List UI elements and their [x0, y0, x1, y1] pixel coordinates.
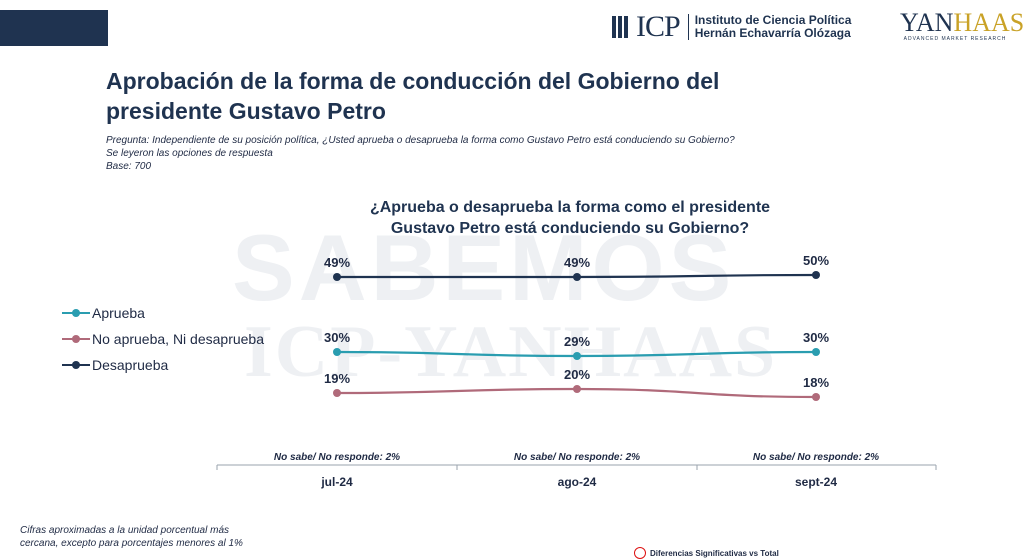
data-point-desaprueba-0 [333, 273, 341, 281]
page-title-line1: Aprobación de la forma de conducción del… [106, 68, 720, 94]
icp-name-line2: Hernán Echavarría Olózaga [694, 26, 851, 40]
data-point-aprueba-1 [573, 352, 581, 360]
significance-note: Diferencias Significativas vs Total [634, 547, 779, 559]
legend-swatch [62, 359, 90, 371]
yanhaas-mark-a: YAN [900, 8, 954, 37]
footnote: Cifras aproximadas a la unidad porcentua… [20, 524, 320, 550]
no-response-label: No sabe/ No responde: 2% [274, 452, 400, 463]
data-label-desaprueba-0: 49% [324, 255, 350, 270]
footnote-line2: cercana, excepto para porcentajes menore… [20, 538, 243, 549]
question-line3: Base: 700 [106, 161, 152, 172]
icp-mark: ICP [636, 10, 681, 43]
data-label-aprueba-0: 30% [324, 330, 350, 345]
significance-label: Diferencias Significativas vs Total [650, 548, 779, 558]
question-text: Pregunta: Independiente de su posición p… [106, 134, 735, 173]
data-point-neutral-2 [812, 393, 820, 401]
legend-item-neutral: No aprueba, Ni desaprueba [62, 326, 264, 352]
chart-legend: Aprueba No aprueba, Ni desaprueba Desaprue… [62, 300, 264, 378]
legend-label: Aprueba [92, 305, 145, 321]
data-label-neutral-1: 20% [564, 367, 590, 382]
yanhaas-logo: YANHAAS ADVANCED MARKET RESEARCH [900, 8, 1024, 42]
data-label-desaprueba-2: 50% [803, 253, 829, 268]
footnote-line1: Cifras aproximadas a la unidad porcentua… [20, 525, 229, 536]
x-tick-label: ago-24 [558, 475, 597, 489]
data-label-aprueba-1: 29% [564, 334, 590, 349]
data-label-desaprueba-1: 49% [564, 255, 590, 270]
question-line2: Se leyeron las opciones de respuesta [106, 148, 273, 159]
watermark-line1: SABEMOS [232, 215, 736, 320]
yanhaas-mark-b: HAAS [953, 8, 1024, 37]
icp-logo: ICP Instituto de Ciencia Política Hernán… [612, 10, 851, 44]
page-title-line2: presidente Gustavo Petro [106, 98, 386, 124]
data-point-neutral-0 [333, 389, 341, 397]
legend-item-desaprueba: Desaprueba [62, 352, 264, 378]
data-point-desaprueba-1 [573, 273, 581, 281]
data-label-aprueba-2: 30% [803, 330, 829, 345]
page-title: Aprobación de la forma de conducción del… [106, 66, 926, 126]
legend-label: Desaprueba [92, 357, 169, 373]
chart-title: ¿Aprueba o desaprueba la forma como el p… [300, 197, 840, 239]
data-label-neutral-0: 19% [324, 371, 350, 386]
yanhaas-subtitle: ADVANCED MARKET RESEARCH [903, 36, 1007, 42]
yanhaas-mark: YANHAAS [900, 8, 1024, 38]
no-response-label: No sabe/ No responde: 2% [514, 452, 640, 463]
red-circle-icon [634, 547, 646, 559]
icp-name-line1: Instituto de Ciencia Política [694, 13, 852, 27]
data-point-neutral-1 [573, 385, 581, 393]
x-tick-label: jul-24 [320, 475, 353, 489]
data-label-neutral-2: 18% [803, 375, 829, 390]
no-response-label: No sabe/ No responde: 2% [753, 452, 879, 463]
chart-title-line1: ¿Aprueba o desaprueba la forma como el p… [369, 199, 771, 216]
legend-item-aprueba: Aprueba [62, 300, 264, 326]
data-point-aprueba-0 [333, 348, 341, 356]
data-point-aprueba-2 [812, 348, 820, 356]
legend-swatch [62, 307, 90, 319]
icp-bars-icon [612, 14, 634, 40]
legend-label: No aprueba, Ni desaprueba [92, 331, 265, 347]
watermark-line2: ICP-YANHAAS [244, 311, 778, 393]
chart-title-line2: Gustavo Petro está conduciendo su Gobier… [390, 220, 750, 237]
icp-name: Instituto de Ciencia Política Hernán Ech… [687, 13, 852, 40]
x-tick-label: sept-24 [795, 475, 837, 489]
data-point-desaprueba-2 [812, 271, 820, 279]
top-accent-bar [0, 10, 108, 46]
legend-swatch [62, 333, 90, 345]
question-line1: Pregunta: Independiente de su posición p… [106, 135, 735, 146]
